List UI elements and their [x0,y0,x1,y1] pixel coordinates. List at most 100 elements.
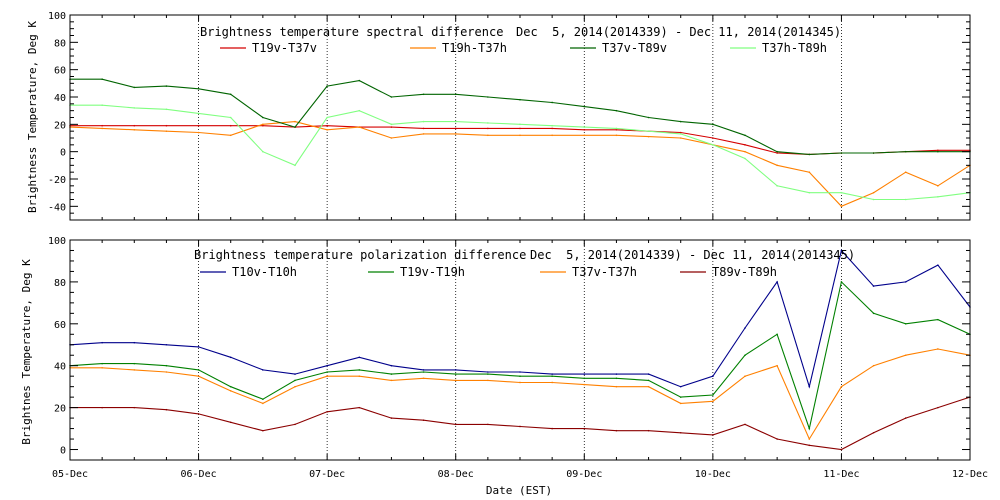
data-point [326,85,328,87]
data-point [165,343,168,346]
data-point [551,373,553,375]
series-line-t10v-t10h [69,249,971,389]
data-point [229,124,232,127]
data-point [937,195,939,198]
data-point [808,385,811,388]
data-point [872,285,875,287]
data-point [519,375,521,377]
data-point [229,390,232,392]
data-point [294,385,296,388]
data-point [647,373,650,375]
data-point [326,364,328,367]
data-point [422,120,425,123]
data-point [615,377,618,380]
grid-lines [198,240,842,460]
data-point [904,323,907,325]
data-point [326,129,328,131]
chart-title: Brightness temperature spectral differen… [200,25,503,39]
data-point [422,419,425,421]
x-tick-label: 11-Dec [823,469,859,480]
data-point [101,124,103,127]
data-point [454,127,457,130]
data-point [583,129,586,131]
data-point [744,327,746,329]
data-point [679,133,682,135]
data-point [165,408,168,411]
data-point [294,164,296,167]
data-point [647,379,650,382]
data-point [904,281,907,283]
data-point [808,171,811,173]
data-point [390,126,393,128]
x-tick-label: 09-Dec [566,469,602,480]
data-point [487,127,489,130]
y-tick-label: -20 [48,175,66,186]
x-axis-title: Date (EST) [486,484,552,497]
chart-title: Brightness temperature polarization diff… [194,248,526,262]
data-point [840,249,843,252]
data-point [840,152,843,154]
data-point [776,333,778,336]
data-point [487,423,489,426]
data-point [776,152,778,154]
data-point [390,417,393,419]
data-point [454,120,457,123]
x-tick-label: 10-Dec [695,469,731,480]
y-tick-label: 20 [54,120,66,131]
data-point [872,198,875,201]
data-point [904,417,907,419]
data-point [712,375,714,377]
data-point [165,130,168,132]
series-line-t19v-t19h [69,280,971,431]
data-point [583,126,586,128]
data-point [840,448,843,451]
data-point [262,116,264,119]
data-point [422,369,425,371]
data-point [133,341,136,344]
data-point [487,122,489,124]
data-point [712,394,714,396]
data-point [165,85,168,87]
y-tick-label: 100 [48,11,66,22]
data-point [712,137,714,139]
data-point [358,406,361,409]
data-point [197,124,200,127]
data-point [133,124,136,127]
data-point [422,127,425,130]
data-point [422,371,425,373]
x-tick-label: 12-Dec [952,469,988,480]
data-point [679,137,682,139]
data-point [583,134,586,137]
data-point [294,126,296,128]
data-point [840,191,843,194]
data-point [454,93,457,96]
x-tick-labels: 05-Dec 06-Dec 07-Dec 08-Dec 09-Dec 10-Dec 11-D… [52,469,988,480]
data-point [519,127,521,130]
data-point [519,134,521,137]
data-point [583,373,586,375]
data-point [262,150,264,153]
data-point [390,379,393,382]
data-point [165,108,168,111]
data-point [712,434,714,436]
data-point [551,101,553,104]
data-point [101,367,103,369]
data-point [615,385,618,388]
y-tick-label: 20 [54,404,66,415]
data-point [776,364,778,367]
data-point [551,127,553,130]
data-point [487,96,489,98]
data-point [679,402,682,405]
data-point [229,116,232,119]
data-point [101,127,103,130]
data-point [937,185,939,187]
data-point [422,93,425,96]
data-point [358,356,361,359]
data-point [229,356,232,359]
data-point [197,346,200,348]
data-point [519,98,521,101]
data-point [808,191,811,194]
data-point [615,129,618,131]
legend: T19v-T37v T19h-T37h T37v-T89v T37h-T89h [220,41,827,55]
data-point [101,362,103,365]
